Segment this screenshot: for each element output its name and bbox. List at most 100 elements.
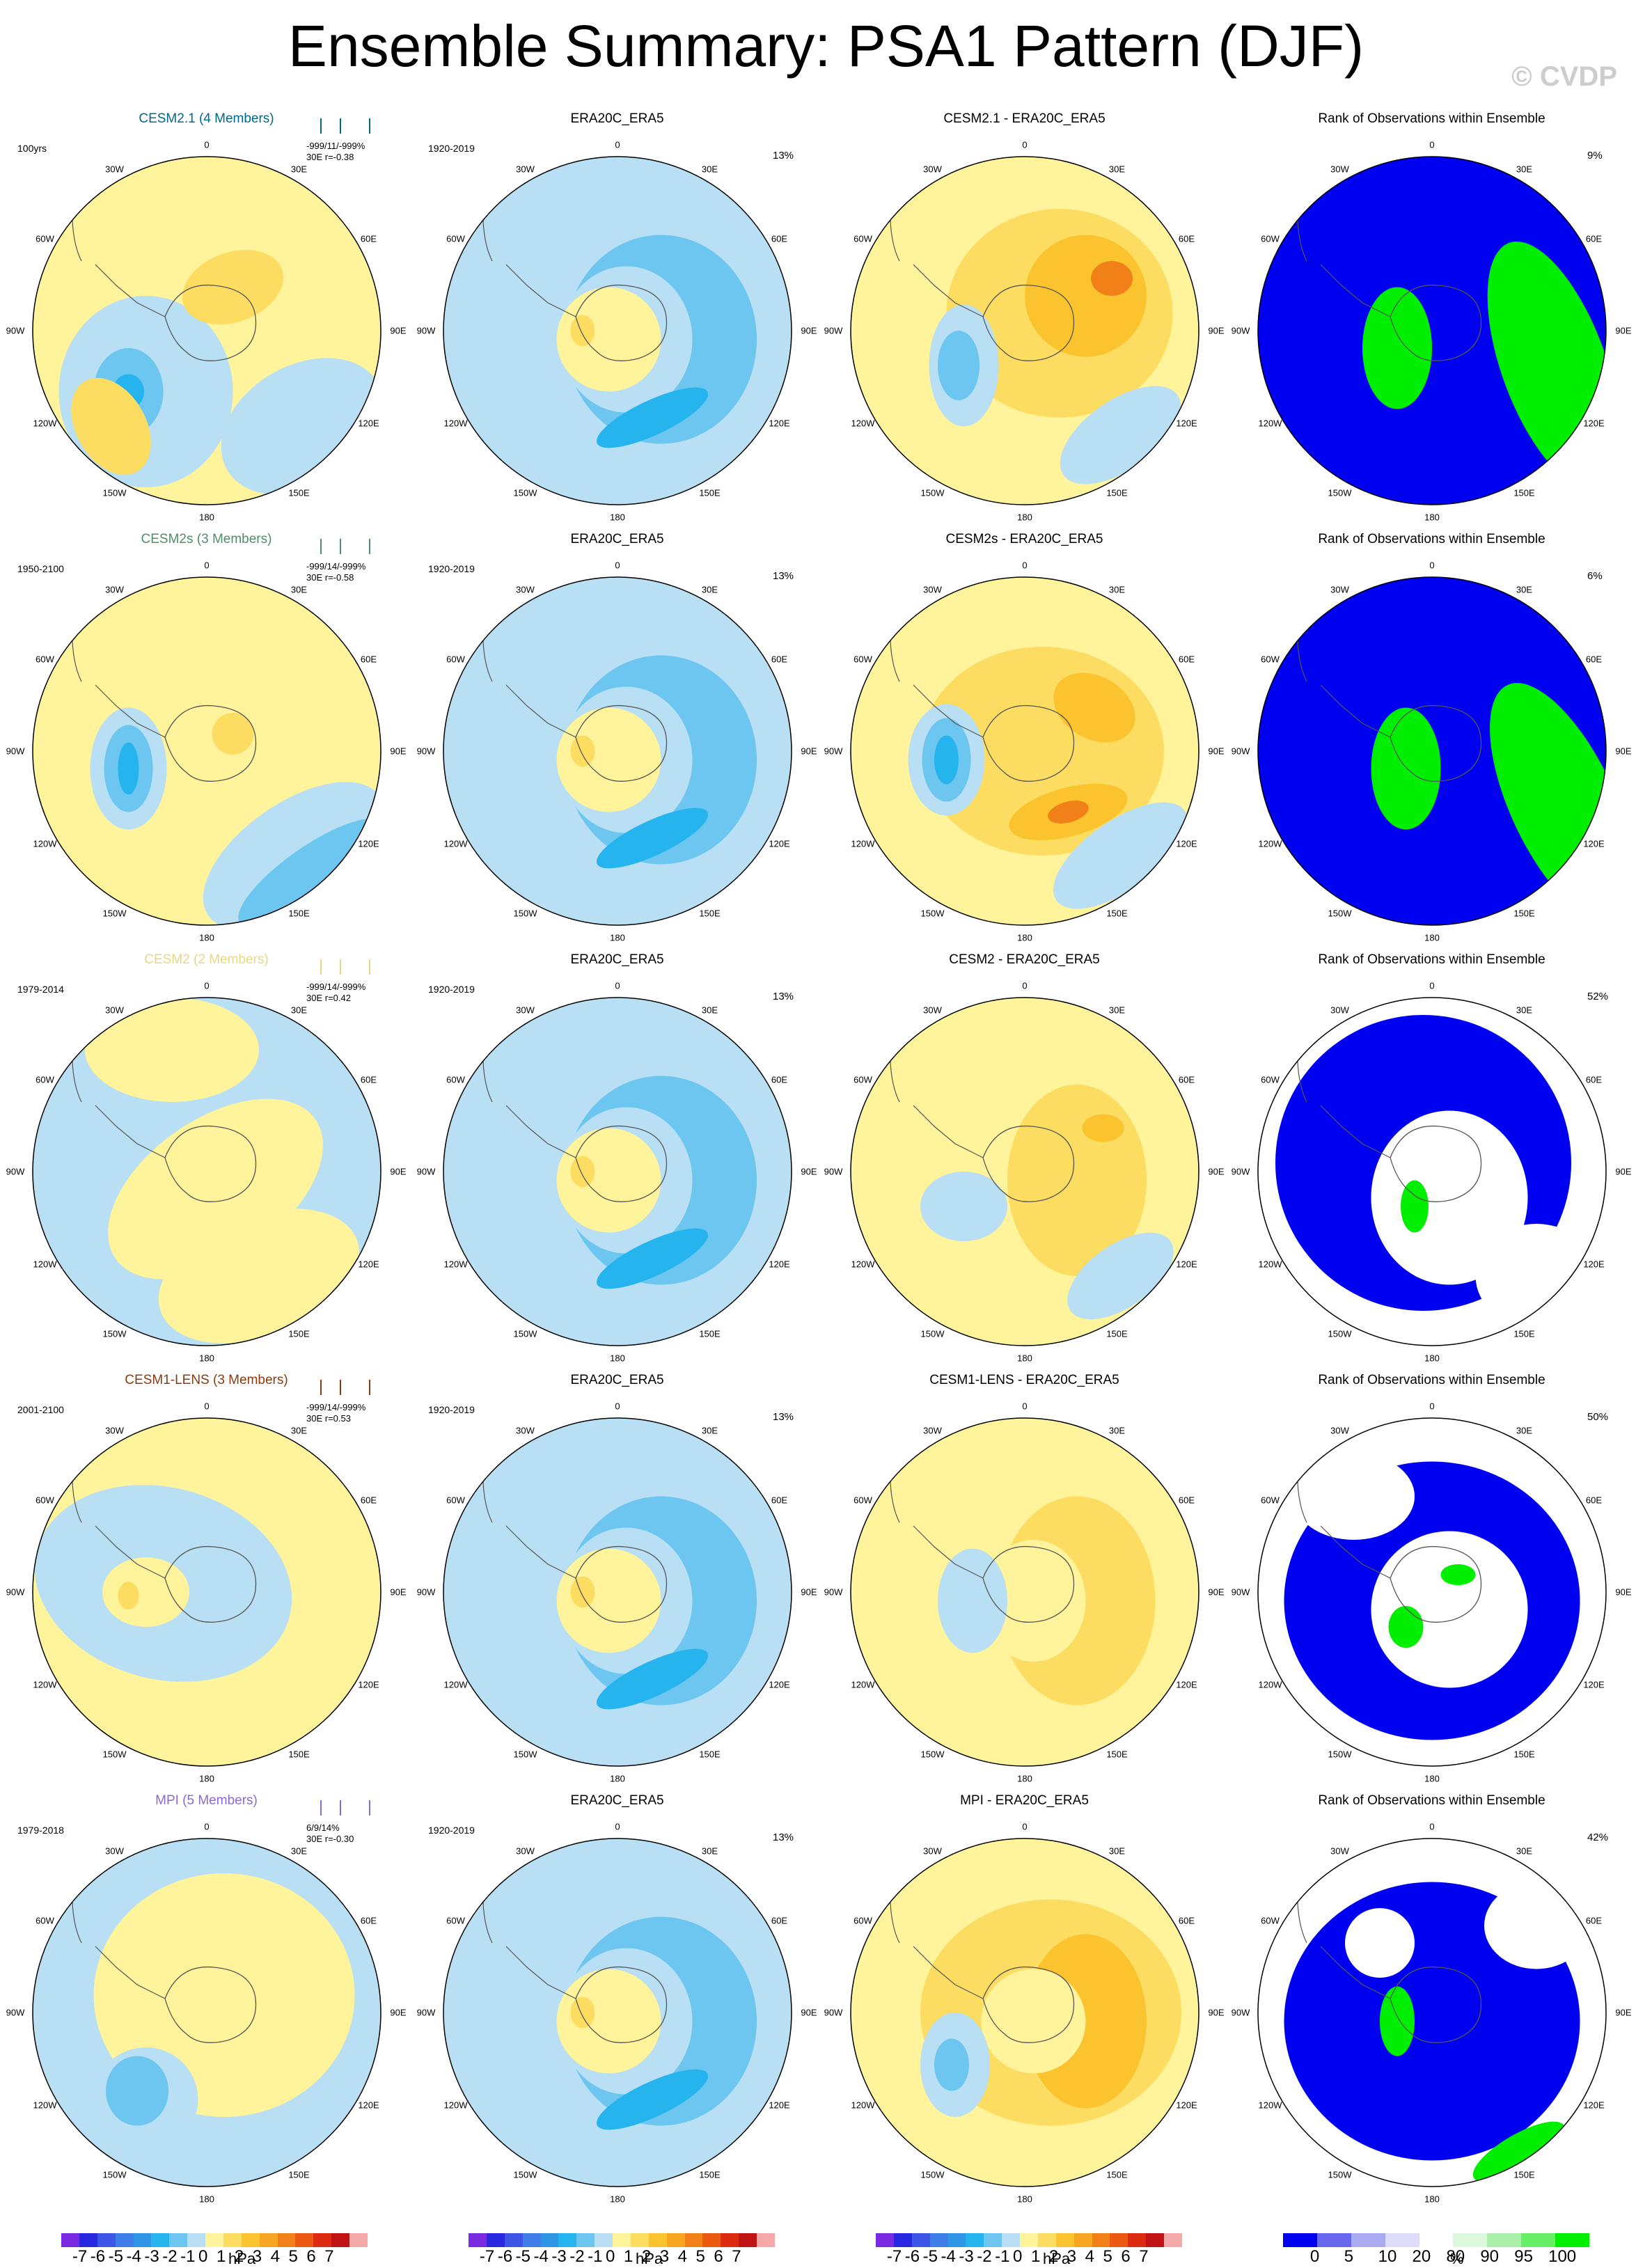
lon-label: 180 xyxy=(610,1353,625,1363)
colorbar xyxy=(61,2233,368,2247)
colorbar xyxy=(876,2233,1182,2247)
lon-label: 150E xyxy=(699,908,721,918)
lon-label: 120E xyxy=(769,1679,790,1690)
lon-label: 90E xyxy=(1615,746,1632,757)
antarctica-coastline xyxy=(164,1125,257,1202)
map-border xyxy=(850,1838,1199,2187)
lon-label: 30E xyxy=(701,1425,718,1435)
colorbar-swatch xyxy=(241,2233,260,2247)
colorbar-label: 0 xyxy=(198,2247,208,2266)
lon-label: 0 xyxy=(615,1401,620,1411)
lon-label: 120W xyxy=(851,418,875,428)
map-border xyxy=(443,997,792,1346)
colorbar-label: -7 xyxy=(886,2247,902,2266)
lon-label: 90W xyxy=(416,1586,436,1598)
lon-label: 180 xyxy=(1424,1773,1440,1783)
obs-title: ERA20C_ERA5 xyxy=(570,1373,664,1387)
lon-label: 60E xyxy=(1178,654,1195,664)
colorbar-swatch xyxy=(61,2233,79,2247)
contour-region xyxy=(1345,1908,1415,1978)
colorbar-swatch xyxy=(558,2233,577,2247)
lon-label: 120E xyxy=(358,1679,379,1690)
colorbar-swatch xyxy=(876,2233,894,2247)
contour-region xyxy=(1472,2121,1566,2182)
lon-label: 30W xyxy=(516,1845,535,1856)
lon-label: 60W xyxy=(36,1915,54,1926)
lon-label: 150E xyxy=(1106,1328,1128,1339)
peninsula-coastline xyxy=(505,1105,576,1158)
colorbar-label: -3 xyxy=(551,2247,567,2266)
colorbar-label: 5 xyxy=(1344,2247,1354,2266)
contour-region xyxy=(118,742,139,795)
panel-rank-row-3: Rank of Observations within Ensemble 52% 0… xyxy=(1225,952,1638,1373)
period-label: 1920-2019 xyxy=(428,563,475,574)
polar-map xyxy=(850,156,1199,505)
colorbar-label: 3 xyxy=(252,2247,262,2266)
colorbar-swatch xyxy=(504,2233,523,2247)
lon-label: 90E xyxy=(1208,325,1225,336)
rank-pct: 42% xyxy=(1587,1832,1609,1843)
member-tick xyxy=(369,1800,370,1816)
lon-label: 180 xyxy=(610,932,625,943)
lon-label: 90E xyxy=(1615,1166,1632,1177)
lon-label: 30E xyxy=(701,1005,718,1015)
contour-region xyxy=(1401,1180,1429,1233)
lon-label: 60W xyxy=(853,654,872,664)
colorbar-swatch xyxy=(630,2233,649,2247)
map-border xyxy=(443,1417,792,1767)
panel-model-row-3: CESM2 (2 Members) 1979-2014 -999/14/-999% 3… xyxy=(0,952,413,1373)
antarctica-coastline xyxy=(1390,284,1482,361)
contour-region xyxy=(596,2069,709,2130)
member-tick xyxy=(320,1380,322,1395)
rank-title: Rank of Observations within Ensemble xyxy=(1318,1373,1545,1387)
lon-label: 90W xyxy=(824,1586,843,1598)
diff-title: CESM2 - ERA20C_ERA5 xyxy=(949,952,1100,967)
contour-region xyxy=(556,1128,661,1233)
lon-label: 60W xyxy=(853,1074,872,1085)
colorbar-swatch xyxy=(259,2233,278,2247)
obs-title: ERA20C_ERA5 xyxy=(570,952,664,967)
panel-model-row-1: CESM2.1 (4 Members) 100yrs -999/11/-999% 30… xyxy=(0,111,413,533)
lon-label: 150W xyxy=(513,1749,537,1759)
panel-obs-row-4: ERA20C_ERA5 1920-2019 13% 0 30E 60E 90E 120E 150… xyxy=(411,1373,824,1794)
colorbar-label: 2 xyxy=(641,2247,652,2266)
colorbar-label: -3 xyxy=(959,2247,974,2266)
colorbar-swatch xyxy=(929,2233,948,2247)
lon-label: 30E xyxy=(1108,1005,1126,1015)
panel-diff-row-2: CESM2s - ERA20C_ERA5 0 30E 60E 90E 120E 150E 18… xyxy=(818,532,1231,953)
colorbar-label: 5 xyxy=(1103,2247,1112,2266)
colorbar-swatch xyxy=(469,2233,487,2247)
lon-label: 30E xyxy=(701,164,718,174)
contour-region xyxy=(106,2056,168,2126)
lon-label: 120W xyxy=(443,1679,468,1690)
lon-label: 120W xyxy=(443,2100,468,2110)
colorbar-label: 5 xyxy=(695,2247,705,2266)
peninsula-coastline xyxy=(505,684,576,738)
member-tick xyxy=(320,1800,322,1816)
lon-label: 60E xyxy=(360,233,377,244)
colorbar-label: -3 xyxy=(144,2247,159,2266)
lon-label: 30E xyxy=(290,164,308,174)
colorbar-swatch xyxy=(595,2233,613,2247)
lon-label: 150W xyxy=(1328,487,1352,498)
lon-label: 30E xyxy=(290,1005,308,1015)
colorbar-swatch xyxy=(97,2233,116,2247)
peninsula-coastline xyxy=(913,684,984,738)
lon-label: 90W xyxy=(824,2007,843,2018)
lon-label: 60E xyxy=(360,654,377,664)
map-border xyxy=(850,1417,1199,1767)
lon-label: 90W xyxy=(824,746,843,757)
lon-label: 90E xyxy=(390,1586,407,1598)
lon-label: 60E xyxy=(1178,1495,1195,1505)
lon-label: 150E xyxy=(288,1328,310,1339)
lon-label: 120E xyxy=(1176,838,1197,849)
colorbar-label: -1 xyxy=(180,2247,196,2266)
colorbar-label: 5 xyxy=(288,2247,298,2266)
variance-pct: 13% xyxy=(773,150,794,162)
lon-label: 60E xyxy=(1178,1915,1195,1926)
lon-label: 120W xyxy=(33,418,57,428)
contour-region xyxy=(1048,801,1089,824)
polar-map xyxy=(1257,576,1607,926)
lon-label: 60W xyxy=(853,233,872,244)
colorbar-label: 100 xyxy=(1548,2247,1577,2266)
